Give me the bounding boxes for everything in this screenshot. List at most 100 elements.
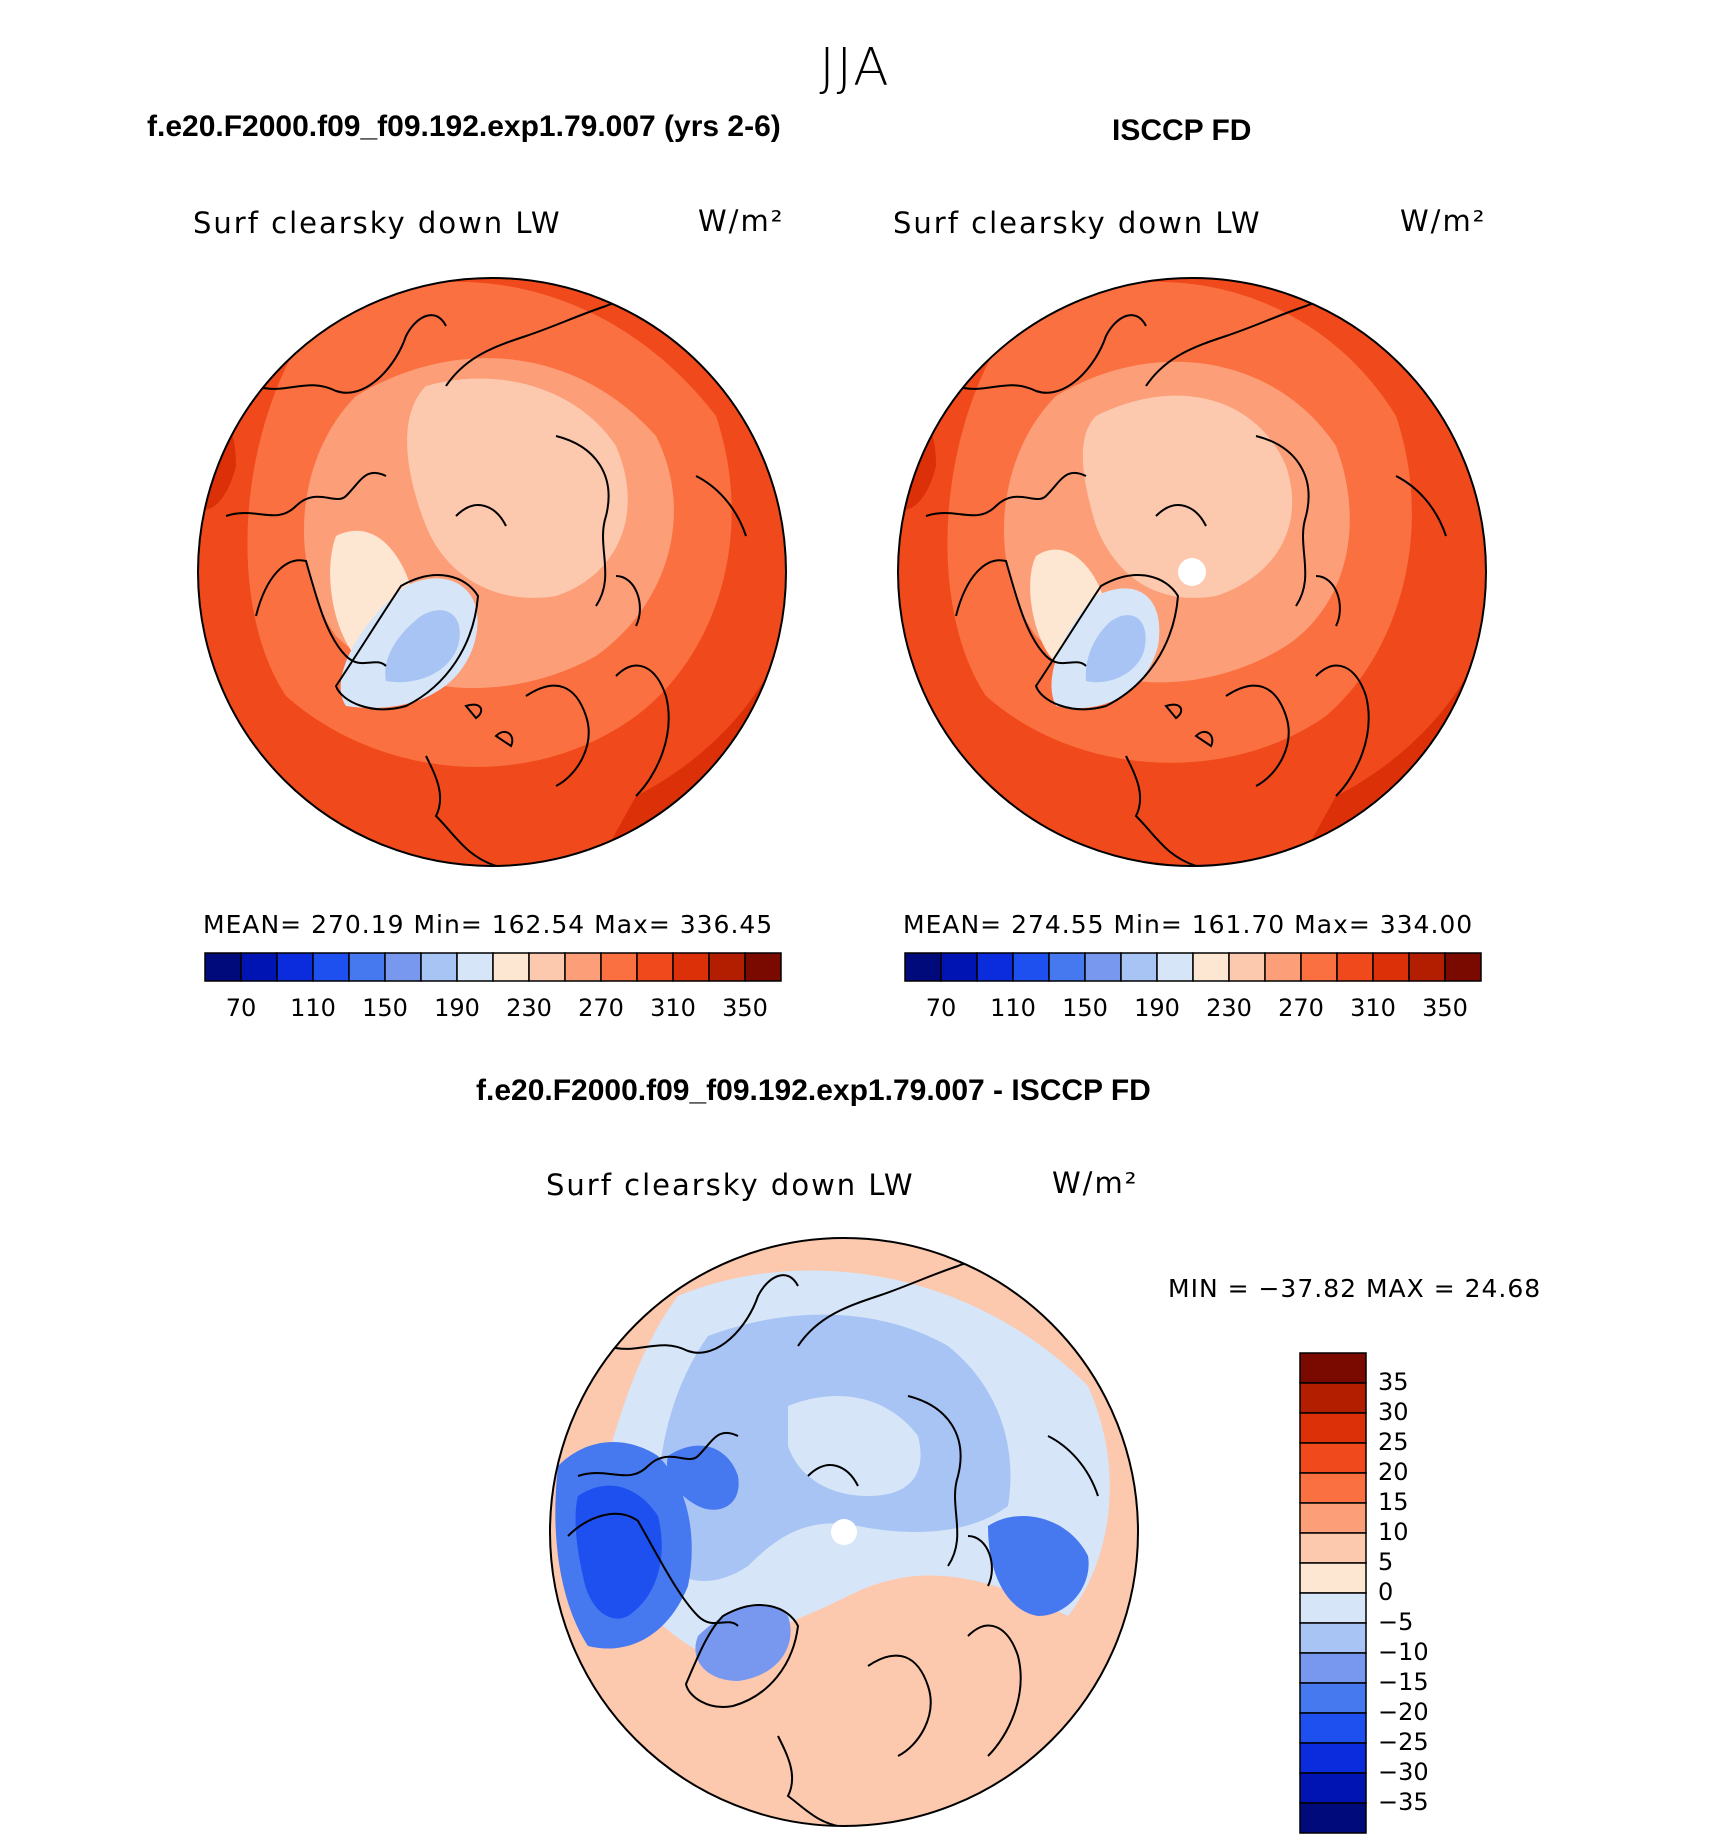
colorbar-tick-label: 25: [1378, 1428, 1409, 1456]
colorbar-swatch: [1299, 1712, 1367, 1744]
contour-250-270-band: [1082, 395, 1293, 598]
obs-variable-label: Surf clearsky down LW: [893, 206, 1262, 240]
colorbar-swatch: [456, 952, 494, 982]
colorbar-swatch: [1264, 952, 1302, 982]
colorbar-tick-label: 5: [1378, 1548, 1394, 1576]
canada-archipelago-band: [667, 1445, 739, 1510]
map-boundary: [897, 277, 1487, 867]
colorbar-tick-label: 270: [578, 994, 624, 1022]
map-boundary: [549, 1237, 1139, 1827]
pole-hole: [831, 1519, 857, 1545]
colorbar-swatch: [1012, 952, 1050, 982]
colorbar-swatch: [1299, 1352, 1367, 1384]
colorbar-swatch: [744, 952, 782, 982]
coastlines: [225, 302, 747, 866]
difference-minmax: MIN = −37.82 MAX = 24.68: [1168, 1274, 1542, 1303]
model-variable-label: Surf clearsky down LW: [193, 206, 562, 240]
contour-5-10-band-south: [707, 1716, 912, 1826]
colorbar-swatch: [204, 952, 242, 982]
colorbar-tick-label: 35: [1378, 1368, 1409, 1396]
colorbar-swatch: [708, 952, 746, 982]
colorbar-tick-label: 110: [290, 994, 336, 1022]
colorbar-swatch: [1299, 1412, 1367, 1444]
colorbar-tick-label: −5: [1378, 1608, 1414, 1636]
model-panel-header: f.e20.F2000.f09_f09.192.exp1.79.007 (yrs…: [147, 110, 781, 143]
colorbar-tick-label: −20: [1378, 1698, 1429, 1726]
central-arctic-band: [788, 1396, 921, 1496]
colorbar-tick-label: 270: [1278, 994, 1324, 1022]
colorbar-tick-label: 10: [1378, 1518, 1409, 1546]
colorbar-tick-label: 15: [1378, 1488, 1409, 1516]
model-colorbar: [204, 952, 782, 982]
colorbar-tick-label: 110: [990, 994, 1036, 1022]
colorbar-swatch: [312, 952, 350, 982]
greenland-inner-band: [1085, 615, 1146, 683]
colorbar-swatch: [1084, 952, 1122, 982]
colorbar-tick-label: −25: [1378, 1728, 1429, 1756]
colorbar-swatch: [384, 952, 422, 982]
greenland-diff-band: [695, 1605, 791, 1681]
colorbar-swatch: [1299, 1772, 1367, 1804]
colorbar-swatch: [1299, 1592, 1367, 1624]
colorbar-swatch: [1299, 1532, 1367, 1564]
colorbar-swatch: [1192, 952, 1230, 982]
colorbar-swatch: [904, 952, 942, 982]
colorbar-tick-label: 350: [722, 994, 768, 1022]
map-boundary: [197, 277, 787, 867]
contour-320-330-band: [1456, 316, 1486, 416]
colorbar-tick-label: 190: [1134, 994, 1180, 1022]
colorbar-tick-label: 310: [1350, 994, 1396, 1022]
contour-250-270-band: [407, 378, 628, 598]
contour-minus25-minus30-band: [575, 1485, 662, 1619]
obs-colorbar: [904, 952, 1482, 982]
colorbar-swatch: [276, 952, 314, 982]
model-stats: MEAN= 270.19 Min= 162.54 Max= 336.45: [203, 910, 774, 939]
colorbar-tick-label: 310: [650, 994, 696, 1022]
colorbar-swatch: [1299, 1382, 1367, 1414]
difference-polar-map: [549, 1237, 1139, 1827]
difference-variable-label: Surf clearsky down LW: [546, 1168, 915, 1202]
obs-units-label: W/m²: [1400, 204, 1487, 238]
difference-colorbar: [1299, 1352, 1367, 1834]
colorbar-swatch: [1299, 1472, 1367, 1504]
season-title: JJA: [819, 38, 891, 98]
colorbar-swatch: [1299, 1622, 1367, 1654]
colorbar-swatch: [1444, 952, 1482, 982]
obs-panel-header: ISCCP FD: [1112, 114, 1252, 147]
colorbar-tick-label: 230: [506, 994, 552, 1022]
difference-units-label: W/m²: [1052, 1166, 1139, 1200]
obs-polar-map: [897, 277, 1487, 867]
colorbar-swatch: [1299, 1502, 1367, 1534]
colorbar-swatch: [1299, 1652, 1367, 1684]
colorbar-tick-label: −10: [1378, 1638, 1429, 1666]
model-units-label: W/m²: [698, 204, 785, 238]
colorbar-swatch: [600, 952, 638, 982]
colorbar-tick-label: 230: [1206, 994, 1252, 1022]
colorbar-tick-label: 20: [1378, 1458, 1409, 1486]
colorbar-tick-label: 30: [1378, 1398, 1409, 1426]
colorbar-swatch: [1048, 952, 1086, 982]
colorbar-swatch: [976, 952, 1014, 982]
colorbar-swatch: [1299, 1562, 1367, 1594]
colorbar-tick-label: 350: [1422, 994, 1468, 1022]
colorbar-swatch: [1300, 952, 1338, 982]
colorbar-swatch: [1299, 1442, 1367, 1474]
colorbar-swatch: [1299, 1742, 1367, 1774]
greenland-inner-band: [385, 610, 460, 683]
colorbar-tick-label: 190: [434, 994, 480, 1022]
colorbar-tick-label: 150: [362, 994, 408, 1022]
coastlines: [925, 302, 1447, 866]
colorbar-tick-label: 150: [1062, 994, 1108, 1022]
colorbar-swatch: [564, 952, 602, 982]
obs-stats: MEAN= 274.55 Min= 161.70 Max= 334.00: [903, 910, 1474, 939]
colorbar-swatch: [1120, 952, 1158, 982]
colorbar-swatch: [1408, 952, 1446, 982]
colorbar-swatch: [636, 952, 674, 982]
colorbar-swatch: [1372, 952, 1410, 982]
siberia-band: [988, 1516, 1089, 1616]
model-polar-map: [197, 277, 787, 867]
colorbar-swatch: [492, 952, 530, 982]
colorbar-tick-label: −15: [1378, 1668, 1429, 1696]
colorbar-tick-label: 0: [1378, 1578, 1394, 1606]
colorbar-swatch: [1299, 1802, 1367, 1834]
